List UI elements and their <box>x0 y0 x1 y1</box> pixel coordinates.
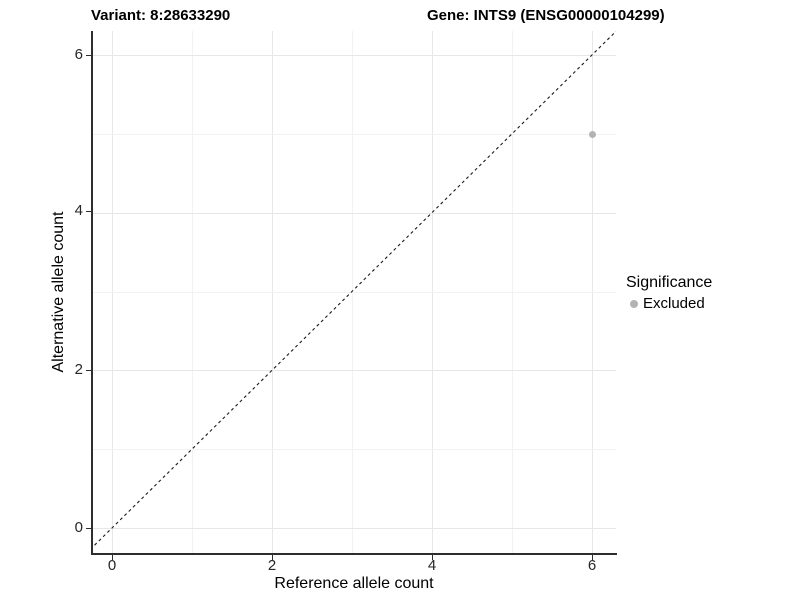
x-tick-label-4: 4 <box>427 557 437 574</box>
gridline-y0 <box>92 528 616 529</box>
gridline-y6 <box>92 55 616 56</box>
y-tick-label-2: 2 <box>74 361 83 378</box>
y-axis-line <box>91 31 93 555</box>
gridline-y2 <box>92 370 616 371</box>
legend: Significance Excluded <box>626 274 712 312</box>
legend-entry-excluded: Excluded <box>626 295 712 312</box>
x-axis-line <box>91 553 617 555</box>
data-point-excluded <box>588 130 596 138</box>
identity-dashed-line <box>92 31 616 549</box>
gridline-y3 <box>92 292 616 293</box>
x-axis-title: Reference allele count <box>274 575 434 592</box>
y-axis-title: Alternative allele count <box>50 211 67 373</box>
x-tick-6 <box>591 554 593 560</box>
gene-title: Gene: INTS9 (ENSG00000104299) <box>427 7 665 24</box>
x-tick-2 <box>271 554 273 560</box>
y-tick-label-4: 4 <box>74 202 83 219</box>
x-tick-0 <box>111 554 113 560</box>
excluded-marker-icon <box>630 299 638 308</box>
y-tick-label-0: 0 <box>74 519 83 536</box>
y-tick-2 <box>86 369 91 371</box>
y-tick-label-6: 6 <box>74 46 83 63</box>
legend-title: Significance <box>626 274 713 291</box>
y-tick-0 <box>86 527 91 529</box>
x-tick-label-0: 0 <box>107 557 117 574</box>
x-tick-4 <box>431 554 433 560</box>
gridline-y4 <box>92 213 616 214</box>
variant-title: Variant: 8:28633290 <box>91 7 231 24</box>
gridline-y5 <box>92 134 616 135</box>
legend-entry-label: Excluded <box>643 295 705 312</box>
x-tick-label-6: 6 <box>587 557 597 574</box>
y-tick-4 <box>86 210 91 212</box>
plot-panel <box>92 31 616 553</box>
gridline-y1 <box>92 449 616 450</box>
y-tick-6 <box>86 54 91 56</box>
x-tick-label-2: 2 <box>267 557 277 574</box>
